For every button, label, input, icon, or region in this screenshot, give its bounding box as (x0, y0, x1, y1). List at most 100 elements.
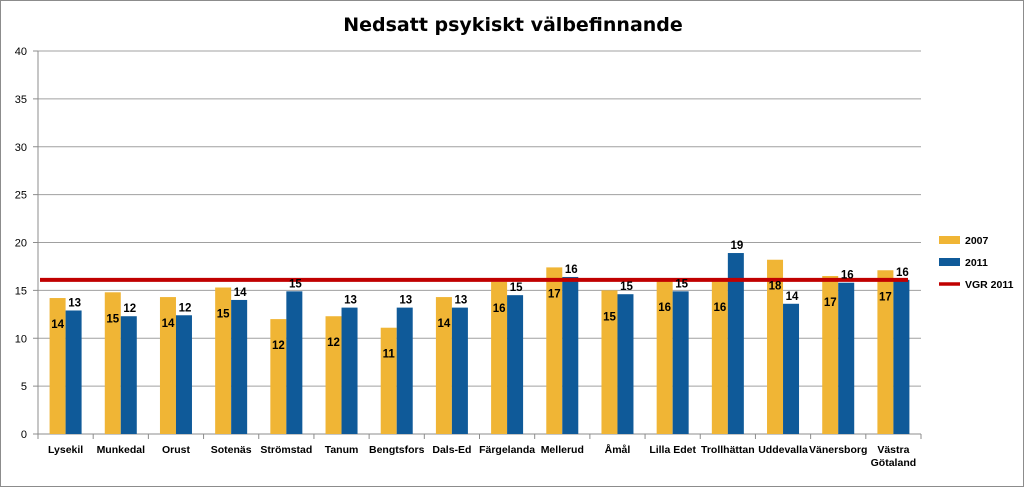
data-label-2007: 17 (824, 297, 837, 309)
data-label-2011: 15 (289, 278, 302, 290)
data-label-2011: 15 (675, 278, 688, 290)
bar-2007 (767, 259, 784, 434)
legend-label: 2007 (965, 235, 989, 247)
bar-2011 (672, 291, 689, 434)
data-label-2007: 16 (658, 302, 671, 314)
data-label-2011: 12 (123, 303, 136, 315)
data-label-2011: 14 (786, 291, 799, 303)
x-axis: Lysekil Munkedal Orust Sotenäs Strömstad Tanu… (37, 434, 922, 469)
x-category-label: Mellerud (541, 444, 584, 456)
data-label-2007: 14 (51, 319, 64, 331)
bar-2011 (341, 307, 358, 434)
data-label-2007: 17 (879, 291, 892, 303)
data-label-2007: 15 (217, 309, 230, 321)
bar-2011 (562, 276, 579, 434)
data-label-2007: 12 (327, 337, 340, 349)
x-category-label: Tanum (325, 444, 359, 456)
data-label-2011: 13 (399, 295, 412, 307)
bar-2011 (120, 316, 137, 434)
bar-2011 (507, 295, 524, 434)
bar-2007 (656, 280, 673, 434)
bars (49, 253, 910, 434)
data-label-2007: 18 (769, 281, 782, 293)
x-category-label: Uddevalla (758, 444, 808, 456)
bar-2007 (159, 297, 176, 434)
y-tick-label: 15 (15, 285, 27, 297)
x-category-label: Götaland (871, 457, 917, 469)
data-label-2011: 12 (179, 302, 192, 314)
x-category-label: Trollhättan (701, 444, 755, 456)
legend-swatch (939, 258, 960, 266)
x-category-label: Färgelanda (479, 444, 535, 456)
data-label-2011: 16 (896, 267, 909, 279)
data-label-2007: 11 (383, 349, 396, 361)
y-tick-label: 35 (15, 94, 27, 106)
x-category-label: Dals-Ed (432, 444, 471, 456)
x-category-label: Orust (162, 444, 191, 456)
bar-2011 (617, 294, 634, 434)
bar-2007 (49, 298, 66, 434)
x-category-label: Munkedal (97, 444, 146, 456)
bar-2007 (711, 280, 728, 434)
data-labels: 14 13 15 12 14 12 15 14 12 15 12 13 11 13 14 13 16 15 17 16… (51, 240, 909, 361)
data-label-2007: 12 (272, 340, 285, 352)
data-label-2007: 14 (438, 318, 451, 330)
bar-2011 (231, 299, 248, 434)
data-label-2007: 17 (548, 288, 561, 300)
y-axis: 0 5 10 15 20 25 30 35 40 (15, 46, 39, 441)
bar-2011 (727, 253, 744, 434)
data-label-2011: 13 (455, 295, 468, 307)
bar-2007 (877, 270, 894, 434)
x-category-label: Västra (877, 444, 909, 456)
y-tick-label: 40 (15, 46, 27, 58)
x-category-label: Strömstad (260, 444, 312, 456)
bar-2011 (65, 310, 82, 434)
data-label-2007: 15 (603, 311, 616, 323)
x-category-label: Bengtsfors (369, 444, 425, 456)
x-category-label: Vänersborg (809, 444, 867, 456)
bar-2007 (822, 276, 839, 434)
bar-2007 (435, 297, 452, 434)
bar-2011 (286, 291, 303, 434)
x-category-label: Sotenäs (211, 444, 252, 456)
data-label-2011: 13 (68, 297, 81, 309)
legend-label: VGR 2011 (965, 279, 1014, 291)
legend-swatch (939, 236, 960, 244)
data-label-2011: 16 (565, 264, 578, 276)
y-tick-label: 5 (21, 381, 27, 393)
data-label-2011: 19 (730, 240, 743, 252)
bar-2011 (451, 307, 468, 434)
bar-2011 (783, 303, 800, 434)
chart-title: Nedsatt psykiskt välbefinnande (343, 14, 683, 36)
bar-2007 (325, 316, 342, 434)
data-label-2011: 15 (620, 281, 633, 293)
bar-2007 (104, 292, 121, 434)
bar-2011 (396, 307, 413, 434)
data-label-2007: 16 (493, 303, 506, 315)
bar-2007 (215, 287, 232, 434)
x-category-label: Åmål (605, 443, 631, 456)
bar-2007 (601, 290, 618, 434)
legend-label: 2011 (965, 257, 988, 269)
bar-2011 (838, 282, 855, 434)
y-tick-label: 0 (21, 429, 27, 441)
legend: 2007 2011 VGR 2011 (939, 235, 1014, 291)
bar-2011 (893, 279, 910, 434)
data-label-2011: 15 (510, 282, 523, 294)
bar-2007 (270, 319, 287, 434)
data-label-2007: 16 (713, 302, 726, 314)
bar-2007 (546, 267, 563, 434)
data-label-2011: 16 (841, 270, 854, 282)
y-tick-label: 30 (15, 142, 27, 154)
bar-2007 (491, 281, 508, 434)
data-label-2011: 14 (234, 287, 247, 299)
data-label-2007: 14 (162, 318, 175, 330)
y-tick-label: 10 (15, 333, 27, 345)
data-label-2007: 15 (106, 313, 119, 325)
x-category-label: Lilla Edet (649, 444, 696, 456)
bar-2007 (380, 327, 397, 434)
y-tick-label: 20 (15, 238, 27, 250)
bar-2011 (175, 315, 192, 434)
